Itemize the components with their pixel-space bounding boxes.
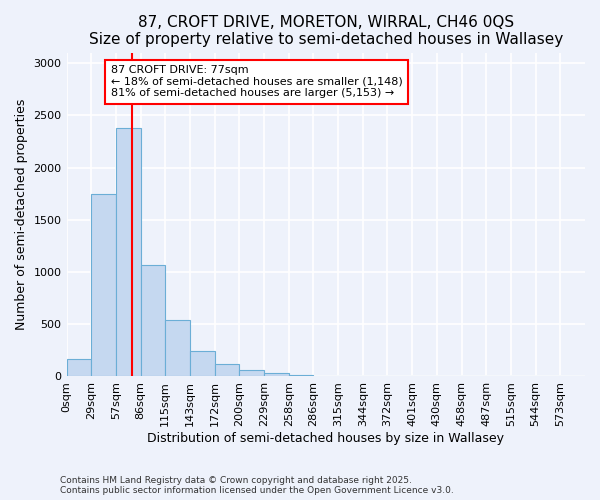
Bar <box>165 320 190 376</box>
X-axis label: Distribution of semi-detached houses by size in Wallasey: Distribution of semi-detached houses by … <box>147 432 504 445</box>
Bar <box>140 264 165 376</box>
Bar <box>215 364 239 376</box>
Bar <box>190 352 215 376</box>
Text: 87 CROFT DRIVE: 77sqm
← 18% of semi-detached houses are smaller (1,148)
81% of s: 87 CROFT DRIVE: 77sqm ← 18% of semi-deta… <box>111 66 403 98</box>
Y-axis label: Number of semi-detached properties: Number of semi-detached properties <box>15 99 28 330</box>
Title: 87, CROFT DRIVE, MORETON, WIRRAL, CH46 0QS
Size of property relative to semi-det: 87, CROFT DRIVE, MORETON, WIRRAL, CH46 0… <box>89 15 563 48</box>
Bar <box>67 358 91 376</box>
Text: Contains HM Land Registry data © Crown copyright and database right 2025.
Contai: Contains HM Land Registry data © Crown c… <box>60 476 454 495</box>
Bar <box>239 370 264 376</box>
Bar <box>91 194 116 376</box>
Bar <box>116 128 140 376</box>
Bar <box>264 373 289 376</box>
